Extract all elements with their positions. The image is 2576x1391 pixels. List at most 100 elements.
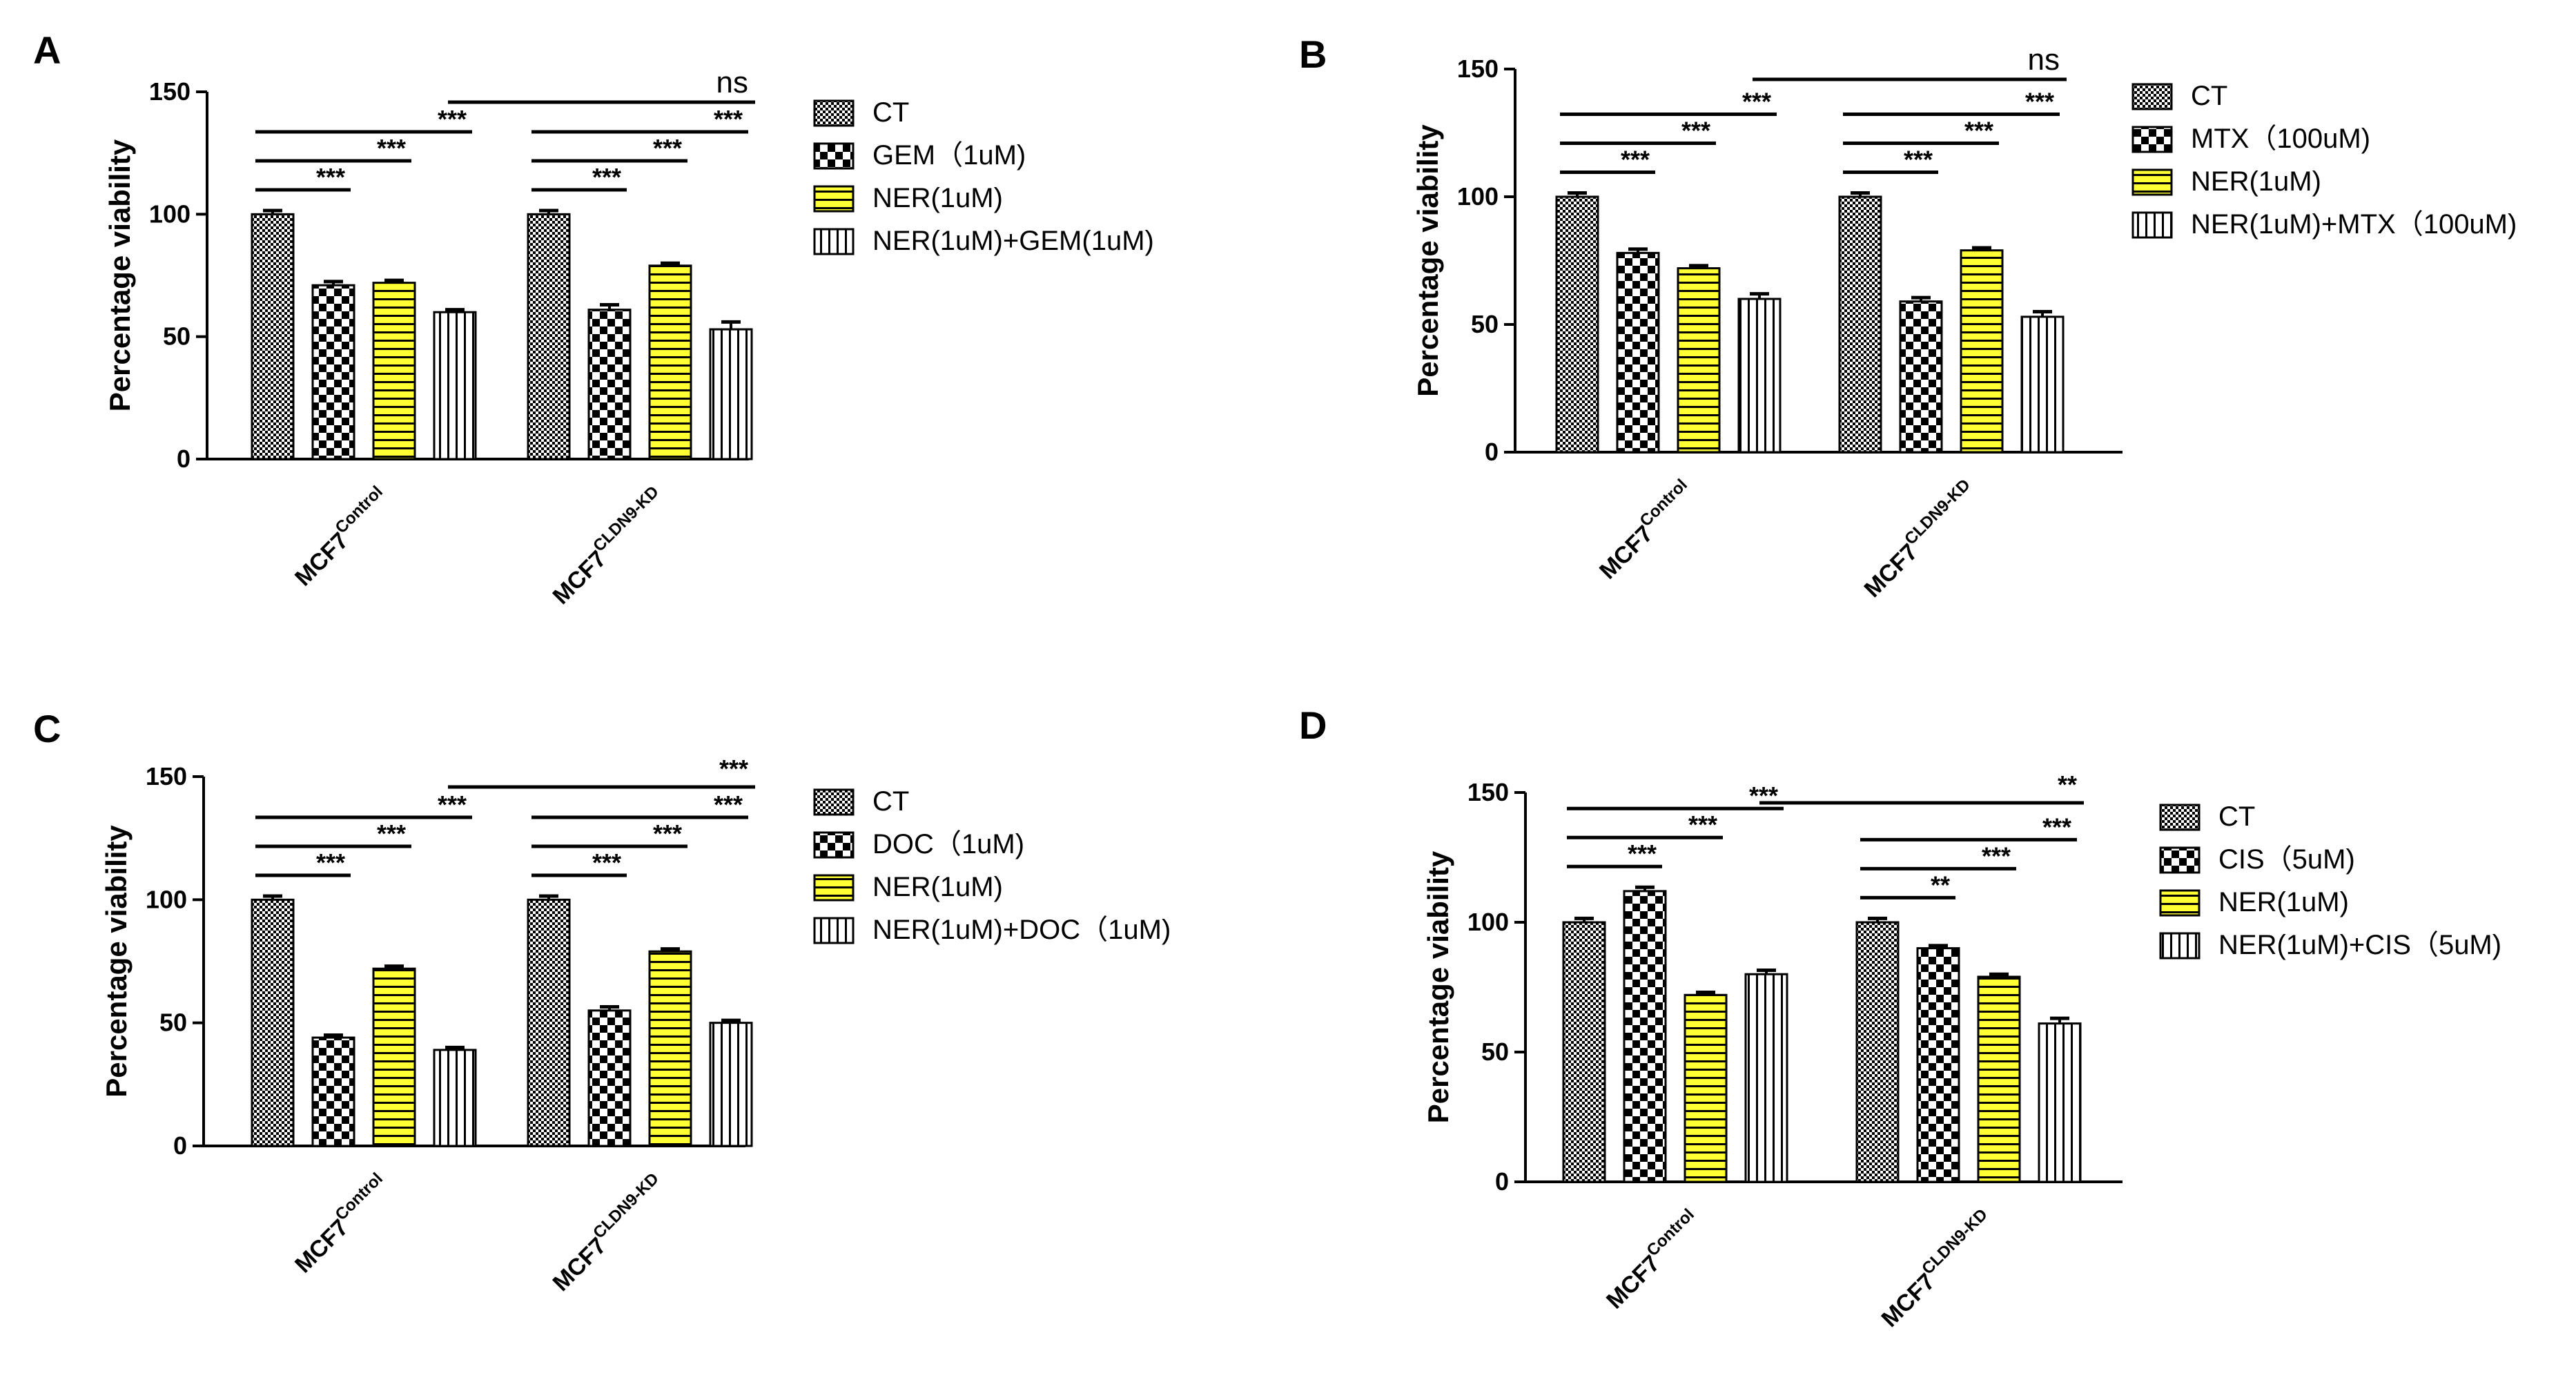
bar: [2020, 315, 2065, 454]
significance-label-between: **: [2058, 770, 2077, 799]
y-tick-label: 100: [1467, 908, 1509, 936]
bar: [1737, 298, 1782, 454]
legend-label: CT: [2191, 81, 2227, 111]
legend-swatch: [813, 142, 855, 170]
legend-label: CT: [2218, 801, 2255, 832]
legend-swatch: [2131, 211, 2173, 239]
significance-label: ***: [653, 134, 682, 162]
category-superscript: Control: [1643, 1205, 1698, 1260]
bar: [648, 950, 692, 1147]
bar: [372, 967, 416, 1147]
panel-d: D 0 50 100 150 Percentage viability MCF7Contro…: [1299, 703, 2501, 1332]
category-superscript: CLDN9-KD: [1901, 476, 1974, 549]
legend-swatch: [2159, 889, 2201, 917]
legend-swatch: [813, 228, 855, 255]
legend-label: CIS（5uM): [2218, 844, 2355, 875]
significance-label: ***: [377, 134, 406, 162]
significance-label: ***: [714, 790, 743, 819]
bar: [433, 1049, 477, 1147]
legend-swatch: [813, 788, 855, 816]
significance-label: ***: [1749, 781, 1778, 810]
bar: [1916, 947, 1960, 1183]
significance-label: ***: [438, 790, 467, 819]
significance-label: ***: [1628, 839, 1657, 868]
bar: [251, 213, 295, 460]
significance-label-between: ns: [2028, 43, 2060, 77]
bar: [1899, 300, 1943, 454]
bar: [433, 311, 477, 460]
legend-label: CT: [872, 97, 909, 128]
category-label: MCF7Control: [286, 1169, 396, 1278]
category-superscript: Control: [332, 483, 387, 537]
significance-label: ***: [438, 105, 467, 133]
bar: [1555, 195, 1599, 454]
category-label: MCF7CLDN9-KD: [545, 1169, 672, 1296]
significance-label: ***: [653, 819, 682, 848]
significance-label: ***: [1621, 145, 1650, 173]
bar: [1677, 267, 1721, 454]
category-superscript: CLDN9-KD: [1918, 1205, 1991, 1278]
legend-swatch: [2131, 83, 2173, 110]
legend-swatch: [2159, 846, 2201, 874]
bar: [2038, 1022, 2082, 1183]
significance-label: ***: [592, 848, 621, 877]
panel-label: C: [33, 707, 61, 750]
legend-swatch: [2131, 126, 2173, 153]
y-tick-label: 150: [1467, 778, 1509, 806]
legend-swatch: [813, 917, 855, 944]
category-label: MCF7Control: [1598, 1205, 1707, 1314]
y-tick-label: 100: [1457, 182, 1499, 211]
legend-swatch: [813, 185, 855, 213]
y-axis-title: Percentage viability: [100, 825, 133, 1098]
y-tick-label: 0: [1485, 438, 1499, 466]
category-superscript: Control: [1637, 476, 1691, 530]
panel-label: B: [1299, 32, 1327, 76]
y-tick-label: 150: [149, 77, 191, 106]
y-tick-label: 50: [159, 1009, 187, 1037]
bar: [1744, 973, 1788, 1183]
panel-label: D: [1299, 703, 1327, 747]
y-tick-label: 150: [146, 762, 187, 790]
y-tick-label: 50: [1471, 310, 1499, 338]
significance-label: ***: [1982, 842, 2011, 870]
significance-label: ***: [1904, 145, 1933, 173]
y-tick-label: 0: [1495, 1167, 1509, 1196]
panel-label: A: [33, 28, 61, 72]
legend-label: NER(1uM)+MTX（100uM): [2191, 209, 2517, 240]
significance-label: ***: [2025, 87, 2054, 115]
significance-label: ***: [316, 848, 345, 877]
legend-label: DOC（1uM): [872, 829, 1024, 859]
bar: [1623, 890, 1667, 1183]
bar: [527, 213, 571, 460]
bar: [372, 282, 416, 460]
legend-label: NER(1uM)+CIS（5uM): [2218, 930, 2501, 960]
legend-swatch: [2159, 804, 2201, 831]
legend-swatch: [2131, 168, 2173, 196]
panel-c: C 0 50 100 150 Percentage viability MCF7Contro…: [33, 707, 1171, 1296]
bar: [587, 309, 632, 460]
bar: [1960, 249, 2004, 454]
legend-label: NER(1uM): [872, 872, 1003, 902]
legend-swatch: [813, 874, 855, 902]
panel-a: A 0 50 100 150 Percentage viability MCF7Contro…: [33, 28, 1154, 610]
bar: [709, 1022, 753, 1147]
significance-label-between: ***: [719, 755, 748, 783]
bar: [311, 284, 355, 460]
category-label: MCF7Control: [1591, 476, 1700, 585]
legend-label: GEM（1uM): [872, 140, 1026, 171]
bar: [1977, 975, 2021, 1183]
category-label: MCF7CLDN9-KD: [1856, 476, 1983, 603]
significance-label: ***: [714, 105, 743, 133]
legend-label: NER(1uM)+GEM(1uM): [872, 226, 1154, 256]
bar: [1855, 921, 1900, 1183]
category-superscript: CLDN9-KD: [589, 1169, 663, 1243]
legend-swatch: [813, 831, 855, 859]
y-axis-title: Percentage viability: [1412, 124, 1444, 397]
bar: [527, 898, 571, 1147]
significance-label: ***: [316, 163, 345, 191]
panel-b: B 0 50 100 150 Percentage viability MCF7Contro…: [1299, 32, 2517, 603]
bar: [251, 898, 295, 1147]
legend-label: NER(1uM): [2191, 166, 2321, 197]
bar: [709, 328, 753, 460]
significance-label: ***: [592, 163, 621, 191]
